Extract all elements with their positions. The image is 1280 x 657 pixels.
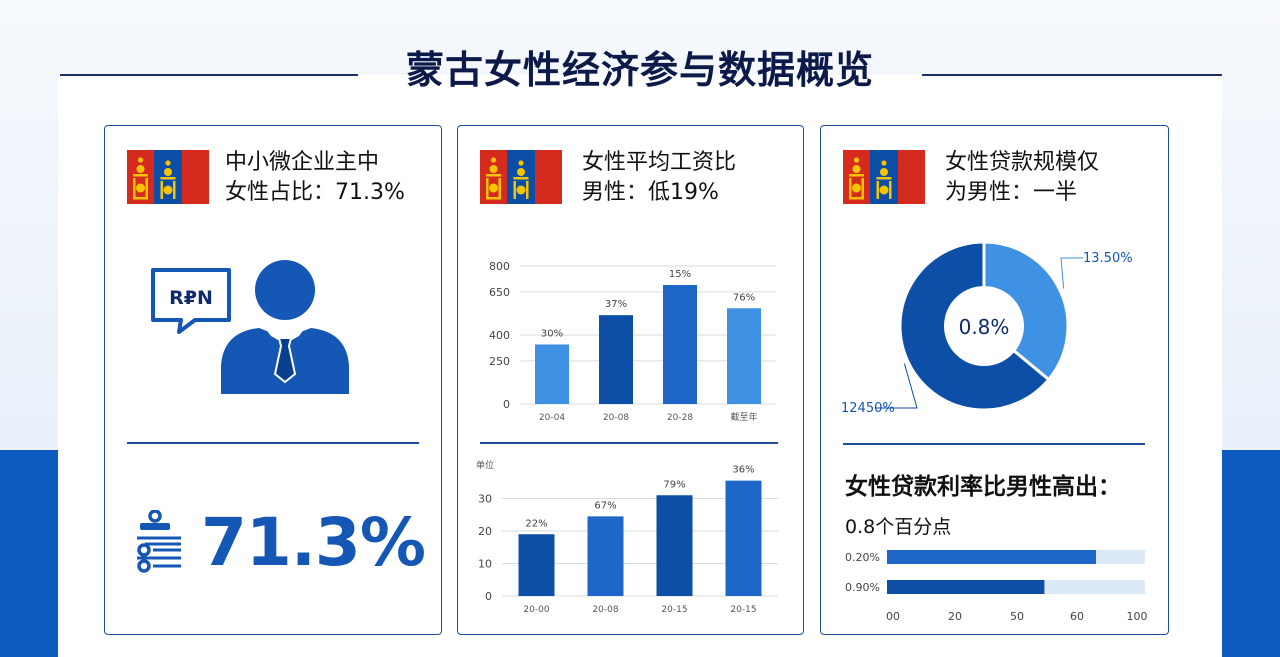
bar-data-label: 37% [605,299,627,310]
x-tick-label: 60 [1070,610,1084,623]
title-rule-left [60,74,358,76]
card-heading-line-2: 为男性：一半 [945,180,1078,205]
wage-bar-chart-2: 单位 30 20 10 0 22% 20-00 67% 20-08 79% 20-15 36% 20-… [476,459,778,615]
bar-data-label: 22% [525,518,547,529]
y-tick-label: 650 [489,286,510,299]
leader-line [1060,257,1083,289]
card-loans: 女性贷款规模仅 为男性：一半 0.8% 13.50% 12450% 女性贷款利率比… [820,125,1169,635]
x-tick-label: 100 [1127,610,1148,623]
loan-rate-heading: 女性贷款利率比男性高出： [845,474,1121,500]
y-tick-label: 250 [489,355,510,368]
bar [587,516,624,596]
bar [887,580,1045,594]
bar-label: 0.20% [845,551,880,564]
x-tick-label: 20-00 [523,605,549,615]
bar-data-label: 79% [663,479,685,490]
x-tick-label: 00 [886,610,900,623]
bar [518,534,555,596]
x-tick-label: 截至年 [730,411,757,423]
donut-slice [982,240,1070,382]
bar [535,344,569,404]
card-heading-line-2: 男性：低19% [582,180,719,205]
bar-data-label: 67% [594,500,616,511]
slice-label: 12450% [841,401,895,416]
bubble-text: R₽N [169,287,213,309]
card-heading-line-2: 女性占比：71.3% [225,180,405,205]
x-tick-label: 50 [1010,610,1024,623]
y-tick-label: 20 [478,525,492,538]
leader-line [875,363,918,409]
bar [727,308,761,404]
mongolia-flag-icon [127,150,209,204]
y-tick-label: 0 [485,590,492,603]
y-tick-label: 0 [503,398,510,411]
rate-bar-chart: 0.20% 0.90% 00 20 50 60 100 [845,550,1148,623]
card-divider [843,443,1145,445]
card-divider [480,442,778,444]
x-tick-label: 20-28 [667,413,693,423]
page-title: 蒙古女性经济参与数据概览 [405,48,874,92]
y-tick-label: 10 [478,558,492,571]
card-sme-owners: 中小微企业主中 女性占比：71.3% R₽N 71.3% [104,125,442,635]
card-heading: 女性平均工资比 男性：低19% [582,148,736,208]
bar-data-label: 15% [669,269,691,280]
loan-donut-chart: 0.8% 13.50% 12450% [841,240,1133,416]
card-heading-line-1: 女性平均工资比 [582,150,737,175]
mongolia-flag-icon [843,150,925,204]
bar [599,315,633,404]
ledger-icon [137,510,181,573]
businessman-icon [221,260,349,394]
bar-data-label: 76% [733,292,755,303]
x-tick-label: 20-15 [730,605,756,615]
x-tick-label: 20 [948,610,962,623]
donut-center-label: 0.8% [959,315,1010,339]
bar [656,495,693,596]
y-axis-label: 单位 [476,459,494,471]
x-tick-label: 20-04 [539,413,565,423]
mongolia-flag-icon [480,150,562,204]
speech-bubble-icon: R₽N [151,268,231,334]
x-tick-label: 20-15 [661,605,687,615]
y-tick-label: 400 [489,329,510,342]
card-divider [127,442,419,444]
bar-data-label: 36% [732,465,754,476]
bar [663,284,697,404]
y-tick-label: 30 [478,493,492,506]
title-rule-right [922,74,1222,76]
bar-label: 0.90% [845,581,880,594]
x-tick-label: 20-08 [592,605,618,615]
card-wage-gap: 女性平均工资比 男性：低19% 800 650 400 250 0 30% 20-04 37%… [457,125,804,635]
card-heading: 女性贷款规模仅 为男性：一半 [945,148,1099,208]
x-tick-label: 20-08 [603,413,629,423]
card-heading-line-1: 女性贷款规模仅 [945,150,1100,175]
bar [725,480,762,596]
y-tick-label: 800 [489,260,510,273]
loan-rate-sub: 0.8个百分点 [845,516,952,538]
donut-hole [944,286,1024,366]
slice-label: 13.50% [1083,251,1133,266]
card-heading: 中小微企业主中 女性占比：71.3% [225,148,405,208]
bar-data-label: 30% [541,328,563,339]
wage-bar-chart: 800 650 400 250 0 30% 20-04 37% 20-08 15% 20-28 76%… [489,260,776,423]
big-value: 71.3% [201,504,426,581]
bar [887,550,1096,564]
card-heading-line-1: 中小微企业主中 [225,150,380,175]
